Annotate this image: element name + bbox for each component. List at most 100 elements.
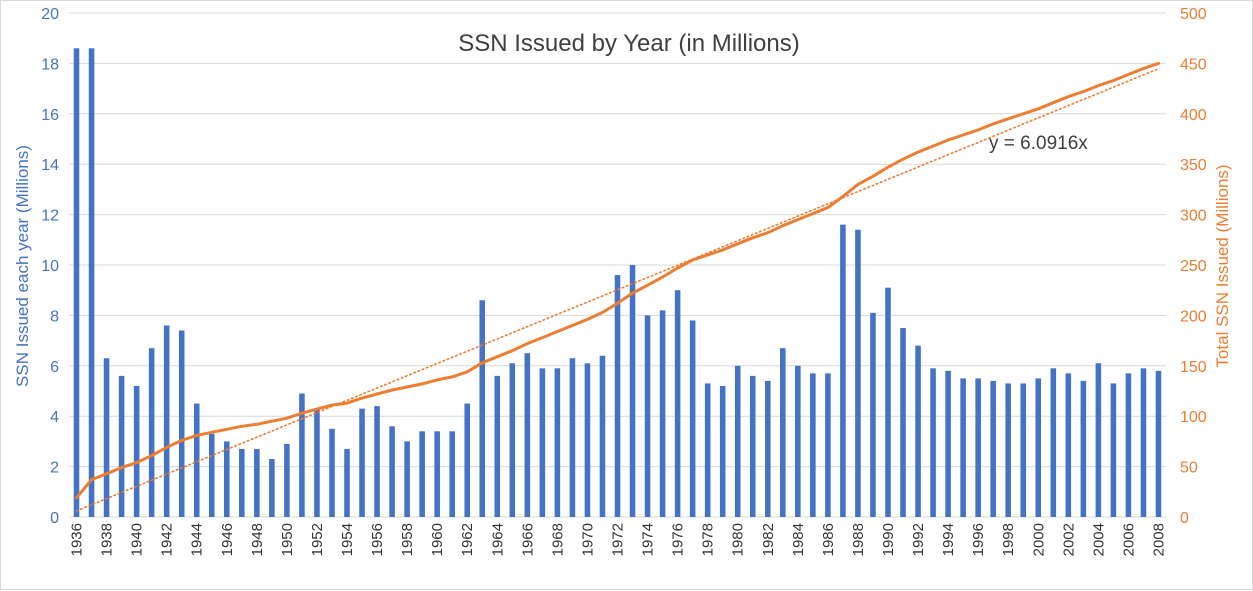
bar-2000	[1035, 378, 1042, 517]
x-tick-label: 1996	[970, 523, 987, 556]
bar-1991	[900, 328, 906, 517]
x-tick-label: 1936	[69, 523, 86, 556]
x-tick-label: 1968	[549, 523, 566, 556]
trendline-layer	[75, 67, 1160, 512]
bar-1976	[674, 290, 681, 517]
bar-2006	[1125, 373, 1132, 517]
bar-1951	[299, 393, 305, 517]
bar-1945	[208, 433, 215, 517]
x-tick-label: 1942	[159, 523, 176, 556]
x-tick-label: 1966	[519, 523, 536, 556]
bar-1987	[840, 224, 846, 517]
bar-1952	[314, 408, 320, 517]
right-tick-label: 350	[1180, 157, 1207, 174]
bar-1994	[945, 370, 951, 517]
bar-1939	[118, 375, 125, 517]
bar-1975	[659, 310, 666, 517]
bar-2001	[1050, 368, 1057, 517]
right-tick-label: 450	[1180, 56, 1207, 73]
left-tick-label: 10	[41, 258, 59, 275]
right-tick-label: 50	[1180, 460, 1198, 477]
right-tick-label: 0	[1180, 510, 1189, 527]
bar-1970	[584, 363, 591, 517]
x-tick-label: 1958	[399, 523, 416, 556]
x-tick-label: 1964	[489, 523, 506, 556]
x-tick-label: 1986	[820, 523, 837, 556]
bar-1988	[855, 229, 861, 517]
x-tick-label: 1938	[99, 523, 116, 556]
bar-1995	[960, 378, 966, 517]
x-tick-label: 2008	[1150, 523, 1167, 556]
bar-1962	[464, 403, 471, 517]
bar-1936	[73, 48, 80, 517]
bar-1974	[644, 315, 651, 517]
cumulative-line-layer	[75, 61, 1160, 500]
trendline-equation: y = 6.0916x	[989, 133, 1088, 154]
bar-1982	[764, 380, 771, 517]
x-tick-label: 1992	[910, 523, 927, 556]
bar-1998	[1005, 383, 1011, 517]
bar-1943	[178, 330, 185, 517]
bar-1990	[885, 287, 891, 517]
bar-1973	[629, 265, 636, 517]
x-tick-label: 1940	[129, 523, 146, 556]
x-tick-label: 1994	[940, 523, 957, 556]
left-tick-label: 14	[41, 157, 59, 174]
bar-1968	[554, 368, 561, 517]
bar-1950	[284, 443, 290, 517]
right-axis-title: Total SSN Issued (Millions)	[1213, 164, 1232, 367]
x-tick-label: 1978	[700, 523, 717, 556]
cumulative-total-line	[75, 61, 1160, 500]
bar-1967	[539, 368, 546, 517]
x-tick-label: 1970	[579, 523, 596, 556]
x-tick-label: 2006	[1120, 523, 1137, 556]
bar-1963	[479, 300, 486, 517]
x-tick-label: 2004	[1090, 523, 1107, 556]
trendline	[75, 67, 1160, 512]
left-axis-ticks: 0 2 4 6 8 10 12 14 16 18 20	[41, 6, 59, 527]
bar-1956	[374, 406, 380, 517]
bar-2007	[1140, 368, 1147, 517]
right-tick-label: 250	[1180, 258, 1207, 275]
bar-1948	[254, 448, 260, 517]
x-tick-label: 1944	[189, 523, 206, 556]
bar-2008	[1155, 370, 1162, 517]
right-tick-label: 200	[1180, 308, 1207, 325]
bar-1957	[389, 426, 395, 517]
left-tick-label: 8	[50, 308, 59, 325]
bar-1954	[344, 448, 350, 517]
right-tick-label: 400	[1180, 107, 1207, 124]
bar-1938	[103, 358, 110, 517]
x-axis-ticks: 1936 1938 1940 1942 1944 1946 1948 1950 1952 1954…	[69, 523, 1168, 556]
left-tick-label: 0	[50, 510, 59, 527]
bar-2005	[1110, 383, 1117, 517]
x-tick-label: 1960	[429, 523, 446, 556]
bar-1978	[704, 383, 711, 517]
right-tick-label: 500	[1180, 6, 1207, 23]
right-tick-label: 300	[1180, 208, 1207, 225]
right-tick-label: 150	[1180, 359, 1207, 376]
x-tick-label: 1984	[790, 523, 807, 556]
left-tick-label: 2	[50, 460, 59, 477]
bar-1944	[193, 403, 200, 517]
left-tick-label: 4	[50, 409, 59, 426]
x-tick-label: 1972	[610, 523, 627, 556]
bar-1996	[975, 378, 981, 517]
right-tick-label: 100	[1180, 409, 1207, 426]
bar-1955	[359, 408, 365, 517]
left-axis-title: SSN Issued each year (Millions)	[13, 145, 32, 387]
bar-1977	[689, 320, 696, 517]
x-tick-label: 1950	[279, 523, 296, 556]
x-tick-label: 1948	[249, 523, 266, 556]
chart-title: SSN Issued by Year (in Millions)	[458, 30, 799, 57]
x-tick-label: 1988	[850, 523, 867, 556]
bar-1971	[599, 355, 606, 517]
bar-1941	[148, 348, 155, 517]
bar-1980	[734, 365, 741, 517]
bar-1965	[509, 363, 516, 517]
x-tick-label: 1954	[339, 523, 356, 556]
bar-1969	[569, 358, 576, 517]
x-tick-label: 1976	[670, 523, 687, 556]
